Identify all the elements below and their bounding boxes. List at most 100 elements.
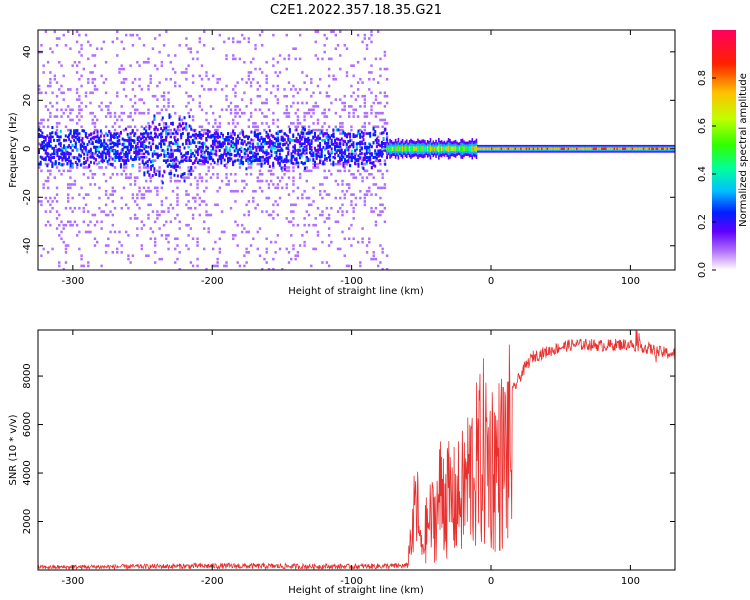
spectrogram-cell [53,176,57,179]
spectrogram-cell [285,67,288,71]
spectrogram-cell [349,155,352,159]
spectrogram-cell [339,67,342,71]
spectrogram-cell [89,71,92,74]
spectrogram-cell [66,158,69,162]
spectrogram-cell [46,169,50,173]
spectrogram-cell [584,147,586,150]
spectrogram-cell [252,146,255,150]
spectrogram-cell [287,54,291,57]
spectrogram-cell [109,101,112,105]
spectrogram-cell [365,44,369,47]
spectrogram-cell [305,111,309,115]
spectrogram-cell [58,60,61,64]
spectrogram-cell [301,193,304,196]
x-tick-label: -100 [340,576,363,587]
spectrogram-cell [514,147,517,150]
spectrogram-cell [327,133,330,137]
spectrogram-cell [341,189,344,193]
spectrogram-cell [294,254,297,258]
spectrogram-cell [210,156,213,160]
spectrogram-cell [312,186,315,190]
spectrogram-cell [56,134,59,138]
spectrogram-cell [98,105,101,108]
spectrogram-cell [74,141,77,145]
spectrogram-cell [263,151,266,155]
spectrogram-cell [78,105,81,108]
spectrogram-cell [63,156,66,160]
spectrogram-cell [196,141,199,145]
spectrogram-cell [190,149,193,153]
spectrogram-cell [101,153,104,157]
spectrogram-cell [84,131,87,135]
spectrogram-cell [158,111,161,115]
spectrogram-cell [270,147,273,151]
spectrogram-cell [180,174,183,178]
spectrogram-cell [364,145,367,149]
spectrogram-cell [100,220,103,224]
spectrogram-cell [198,145,201,149]
spectrogram-cell [165,132,168,135]
spectrogram-cell [220,179,224,183]
spectrogram-cell [185,125,188,129]
y-tick-label: 2000 [22,509,33,534]
spectrogram-cell [113,159,117,162]
spectrogram-cell [405,145,408,152]
spectrogram-cell [216,172,219,176]
spectrogram-cell [272,118,275,122]
spectrogram-cell [89,160,92,164]
spectrogram-cell [352,115,355,118]
spectrogram-cell [141,135,144,139]
spectrogram-cell [232,160,235,164]
spectrogram-cell [113,152,116,156]
spectrogram-cell [185,176,188,179]
spectrogram-cell [464,146,467,151]
spectrogram-cell [442,146,444,151]
spectrogram-cell [374,111,378,115]
spectrogram-cell [237,151,240,155]
spectrogram-cell [283,142,286,146]
spectrogram-cell [620,147,623,150]
spectrogram-cell [245,143,248,147]
spectrogram-cell [147,57,150,61]
spectrogram-cell [147,108,150,112]
spectrogram-cell [370,30,373,34]
spectrogram-cell [116,91,119,95]
spectrogram-cell [287,193,291,196]
spectrogram-cell [190,127,193,131]
spectrogram-cell [383,50,387,54]
spectrogram-cell [235,140,238,144]
spectrogram-cell [319,183,322,186]
spectrogram-cell [324,157,327,161]
spectrogram-cell [93,213,97,217]
spectrogram-cell [232,189,235,193]
spectrogram-cell [357,162,360,166]
spectrogram-cell [376,81,380,84]
spectrogram-cell [376,101,380,105]
spectrogram-cell [268,165,271,169]
spectrogram-cell [131,144,134,148]
spectrogram-cell [377,143,380,147]
spectrogram-cell [292,150,295,154]
spectrogram-cell [91,77,94,81]
spectrogram-cell [163,138,166,142]
spectrogram-cell [307,136,310,140]
spectrogram-cell [150,131,153,135]
spectrogram-cell [294,57,297,61]
spectrogram-cell [73,139,76,143]
spectrogram-cell [350,244,353,247]
spectrogram-cell [267,268,271,270]
spectrogram-cell [84,147,87,151]
spectrogram-cell [142,193,146,196]
spectrogram-cell [370,153,373,157]
spectrogram-cell [44,143,47,147]
spectrogram-cell [167,234,170,237]
spectrogram-cell [69,220,72,224]
spectrogram-cell [594,147,596,150]
spectrogram-cell [133,108,137,112]
spectrogram-cell [276,183,280,186]
spectrogram-cell [87,210,90,213]
spectrogram-cell [145,60,148,64]
spectrogram-cell [359,128,362,132]
spectrogram-cell [379,132,382,135]
